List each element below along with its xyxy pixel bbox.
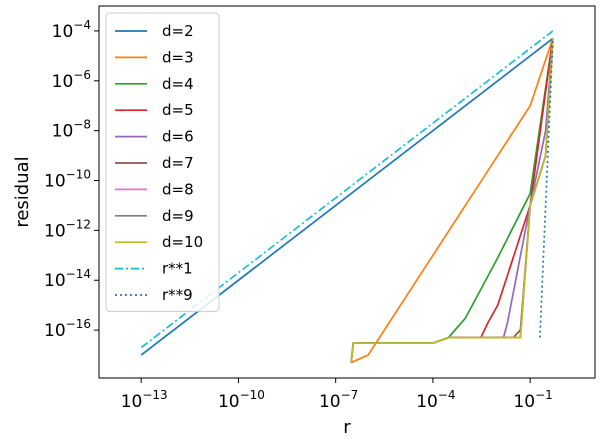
plot-area (140, 30, 554, 364)
legend-label: d=3 (162, 48, 194, 66)
legend-label: d=4 (162, 75, 194, 93)
legend-label: d=2 (162, 22, 194, 40)
y-tick-label: 10−12 (44, 217, 91, 241)
y-tick-label: 10−10 (44, 168, 91, 192)
axis-ticks: 10−13 10−10 10−7 10−4 10−1 10−4 10−6 10−8 10−10 1… (44, 18, 553, 412)
legend-label: d=7 (162, 154, 194, 172)
plot-frame (98, 5, 596, 379)
y-tick-label: 10−8 (52, 118, 91, 142)
series-line-d-10 (350, 38, 554, 363)
legend: d=2 d=3 d=4 d=5 d=6 d=7 d=8 d=9 d=10 r**1 r**9 (105, 12, 220, 312)
x-tick-label: 10−13 (121, 388, 168, 412)
series-line-d-3 (350, 38, 554, 364)
x-tick-label: 10−1 (513, 388, 552, 412)
y-tick-label: 10−6 (52, 68, 91, 92)
legend-label: d=8 (162, 180, 194, 198)
x-tick-label: 10−10 (218, 388, 265, 412)
x-axis-label: r (343, 417, 351, 438)
legend-label: r**1 (162, 260, 193, 278)
legend-label: d=9 (162, 207, 194, 225)
legend-label: d=5 (162, 101, 194, 119)
y-tick-label: 10−16 (44, 317, 91, 341)
y-tick-label: 10−14 (44, 267, 91, 291)
x-tick-label: 10−7 (319, 388, 358, 412)
y-axis-label: residual (12, 156, 33, 227)
legend-label: d=6 (162, 128, 194, 146)
x-tick-label: 10−4 (416, 388, 455, 412)
y-tick-label: 10−4 (52, 18, 91, 42)
legend-label: d=10 (162, 233, 203, 251)
legend-box (105, 12, 220, 312)
legend-label: r**9 (162, 286, 193, 304)
